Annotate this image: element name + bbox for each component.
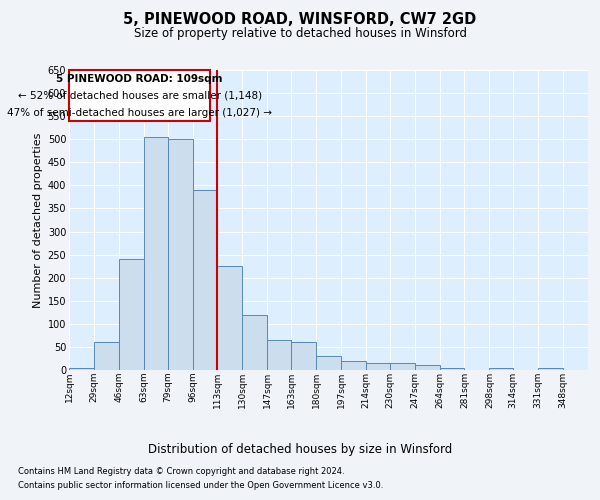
Text: Contains public sector information licensed under the Open Government Licence v3: Contains public sector information licen… bbox=[18, 481, 383, 490]
Text: Contains HM Land Registry data © Crown copyright and database right 2024.: Contains HM Land Registry data © Crown c… bbox=[18, 468, 344, 476]
Bar bbox=[366, 363, 389, 370]
Text: 5 PINEWOOD ROAD: 109sqm: 5 PINEWOOD ROAD: 109sqm bbox=[56, 74, 223, 84]
Text: Distribution of detached houses by size in Winsford: Distribution of detached houses by size … bbox=[148, 442, 452, 456]
Bar bbox=[490, 368, 513, 370]
Bar bbox=[94, 342, 119, 370]
Bar bbox=[538, 368, 563, 370]
Bar bbox=[341, 361, 366, 370]
Text: Size of property relative to detached houses in Winsford: Size of property relative to detached ho… bbox=[133, 28, 467, 40]
Bar bbox=[291, 342, 316, 370]
Bar bbox=[144, 137, 167, 370]
Bar bbox=[242, 314, 268, 370]
Text: 47% of semi-detached houses are larger (1,027) →: 47% of semi-detached houses are larger (… bbox=[7, 108, 272, 118]
Bar bbox=[440, 368, 464, 370]
Bar bbox=[268, 340, 291, 370]
Bar bbox=[193, 190, 217, 370]
Y-axis label: Number of detached properties: Number of detached properties bbox=[34, 132, 43, 308]
Bar bbox=[316, 356, 341, 370]
Text: 5, PINEWOOD ROAD, WINSFORD, CW7 2GD: 5, PINEWOOD ROAD, WINSFORD, CW7 2GD bbox=[124, 12, 476, 28]
Text: ← 52% of detached houses are smaller (1,148): ← 52% of detached houses are smaller (1,… bbox=[17, 91, 262, 101]
Bar bbox=[389, 363, 415, 370]
Bar bbox=[415, 366, 440, 370]
Bar bbox=[69, 368, 94, 370]
Bar bbox=[167, 139, 193, 370]
Bar bbox=[119, 259, 144, 370]
Bar bbox=[217, 266, 242, 370]
